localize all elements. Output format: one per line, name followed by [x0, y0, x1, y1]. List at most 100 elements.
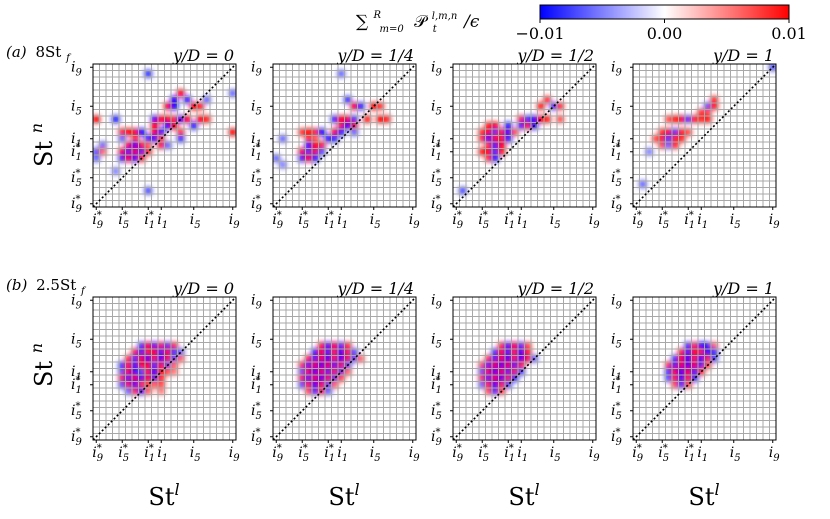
heatmap-cell	[703, 102, 712, 111]
heatmap-cell	[124, 128, 133, 137]
heatmap-cell	[504, 134, 513, 143]
heatmap-cell	[317, 354, 326, 363]
heatmap-cell	[311, 348, 320, 357]
heatmap-cell	[484, 141, 493, 150]
colorbar-label-p-sub: t	[433, 24, 438, 35]
heatmap-cell	[517, 367, 526, 376]
heatmap-cell	[671, 354, 680, 363]
panel-grid	[633, 297, 776, 440]
heatmap-cell	[330, 341, 339, 350]
panel-frame	[452, 296, 597, 441]
row-label-b: (b) 2.5St f	[6, 276, 87, 297]
heatmap-cell	[684, 380, 693, 389]
heatmap-cell	[491, 361, 500, 370]
heatmap-cell	[317, 147, 326, 156]
heatmap-cell	[170, 361, 179, 370]
heatmap-cell	[556, 115, 565, 124]
heatmap-cell	[330, 348, 339, 357]
heatmap-cell	[523, 348, 532, 357]
heatmap-cell	[163, 354, 172, 363]
panel-grid	[273, 64, 416, 207]
heatmap-cell	[324, 354, 333, 363]
heatmap-cell	[304, 354, 313, 363]
heatmap-cell	[278, 160, 287, 169]
heatmap-cell	[556, 102, 565, 111]
heatmap-cell	[337, 69, 346, 78]
heatmap-cell	[703, 341, 712, 350]
heatmap-cell	[298, 154, 307, 163]
heatmap-cell	[157, 128, 166, 137]
heatmap-cell	[517, 354, 526, 363]
heatmap-cell	[176, 128, 185, 137]
colorbar-label: ∑ R m=0 𝒫 l,m,n t /ϵ	[356, 3, 480, 37]
heatmap-cell	[330, 115, 339, 124]
heatmap-cell	[304, 134, 313, 143]
x-tick-label: i1	[157, 212, 168, 231]
heatmap-cell	[131, 367, 140, 376]
x-tick-label: i* 9	[632, 443, 643, 464]
heatmap-cell	[510, 374, 519, 383]
heatmap-cell	[118, 374, 127, 383]
heatmap-cell	[497, 147, 506, 156]
heatmap-cell	[183, 115, 192, 124]
x-tick-label: i* 1	[504, 443, 515, 464]
y-tick-label: i* 5	[71, 401, 82, 422]
heatmap-cell	[118, 128, 127, 137]
colorbar-label-p-sup: l,m,n	[432, 11, 457, 22]
heatmap-cell	[176, 354, 185, 363]
x-tick-label: i* 9	[452, 443, 463, 464]
diagonal-line	[632, 296, 777, 441]
heatmap-cell	[330, 367, 339, 376]
heatmap-cell	[497, 341, 506, 350]
panel-title: y/D = 1/2	[516, 279, 594, 298]
heatmap-cell	[124, 367, 133, 376]
heatmap-cell	[137, 367, 146, 376]
xlabel-col-3: Stl	[508, 480, 539, 511]
heatmap-cell	[497, 141, 506, 150]
heatmap-cell	[330, 374, 339, 383]
heatmap-cell	[703, 108, 712, 117]
heatmap-cell	[491, 147, 500, 156]
xlabel-col-2-base: St	[328, 483, 354, 511]
colorbar	[539, 4, 790, 20]
heatmap-cell	[196, 102, 205, 111]
panel-grid	[93, 297, 236, 440]
heatmap-cell	[697, 348, 706, 357]
heatmap-cell	[677, 380, 686, 389]
heatmap-cell	[671, 367, 680, 376]
heatmap-cell	[317, 367, 326, 376]
heatmap-cell	[337, 341, 346, 350]
heatmap-cell	[677, 134, 686, 143]
xlabel-col-2: Stl	[328, 480, 359, 511]
heatmap-cell	[330, 361, 339, 370]
heatmap-cell	[690, 115, 699, 124]
y-tick-label: i* 1	[251, 142, 262, 163]
y-tick-label: i* 1	[431, 142, 442, 163]
heatmap-cell	[311, 147, 320, 156]
heatmap-cell	[491, 121, 500, 130]
heatmap-cell	[671, 128, 680, 137]
y-tick-label: i* 1	[251, 375, 262, 396]
y-tick-label: i* 5	[71, 168, 82, 189]
heatmap-cell	[98, 147, 107, 156]
heatmap-cell	[664, 128, 673, 137]
heatmap-cell	[189, 102, 198, 111]
xlabel-col-3-base: St	[508, 483, 534, 511]
y-tick-label: i* 5	[251, 168, 262, 189]
heatmap-cell	[677, 115, 686, 124]
x-tick-label: i1	[517, 212, 528, 231]
heatmap-cell	[124, 374, 133, 383]
xlabel-col-3-sup: l	[534, 480, 539, 499]
y-tick-label: i9	[431, 292, 442, 311]
heatmap-cell	[658, 128, 667, 137]
heatmap-cell	[645, 147, 654, 156]
heatmap-cell	[124, 147, 133, 156]
panel-frame	[632, 296, 777, 441]
heatmap-cell	[131, 361, 140, 370]
heatmap-cell	[157, 141, 166, 150]
x-tick-label: i5	[730, 212, 741, 231]
heatmap-cell	[491, 134, 500, 143]
heatmap-cell	[684, 367, 693, 376]
